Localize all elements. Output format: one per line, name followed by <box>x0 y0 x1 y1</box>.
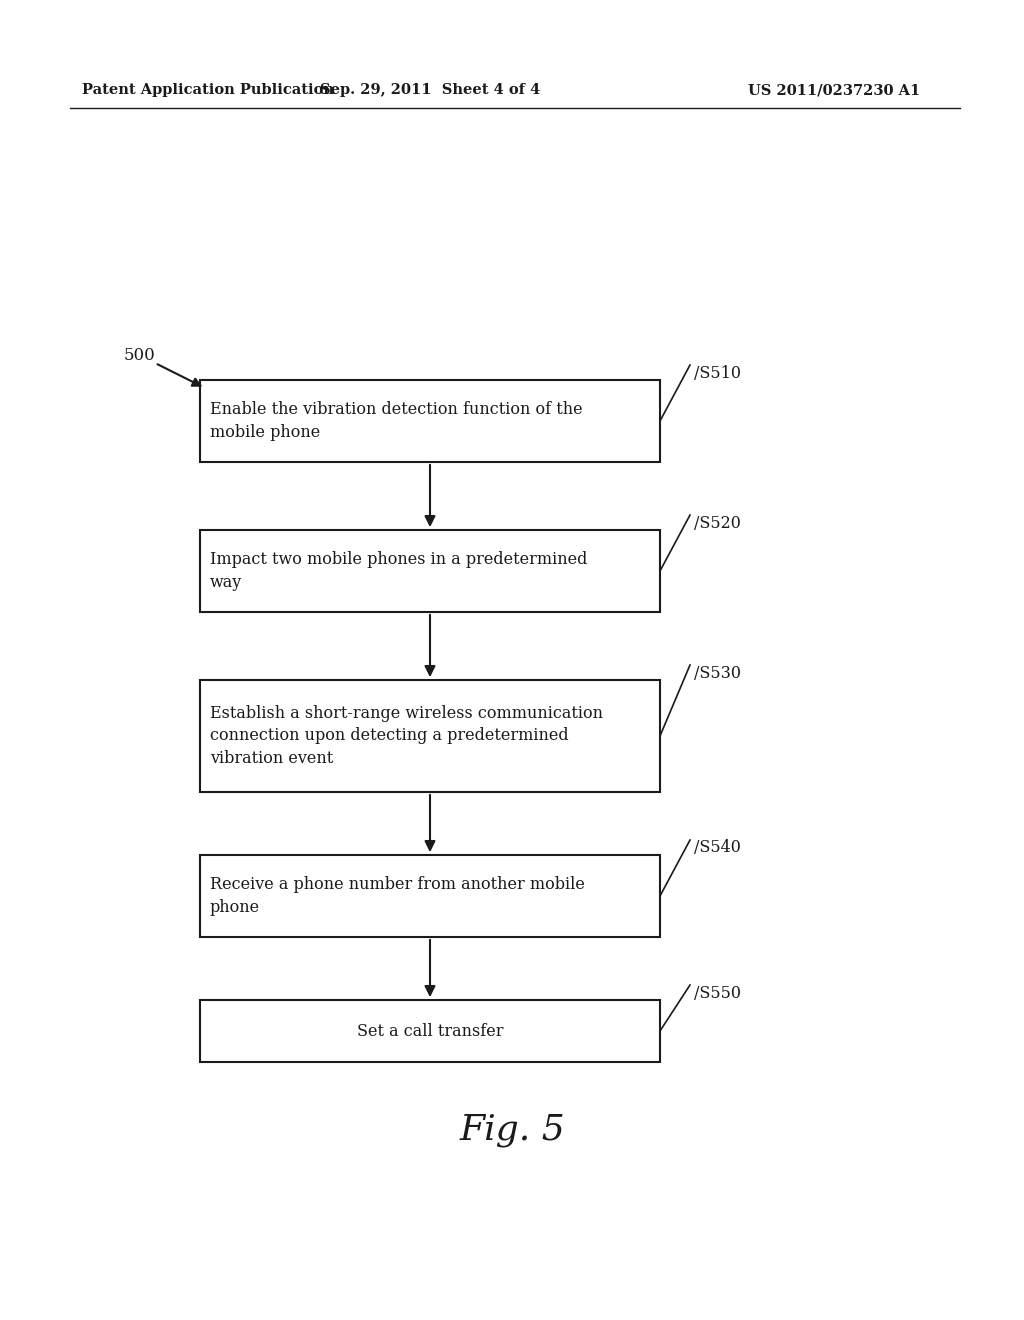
Text: /S540: /S540 <box>694 840 741 857</box>
Bar <box>200 531 660 612</box>
Text: Receive a phone number from another mobile
phone: Receive a phone number from another mobi… <box>210 876 585 916</box>
Text: Enable the vibration detection function of the
mobile phone: Enable the vibration detection function … <box>210 401 583 441</box>
Text: /S520: /S520 <box>694 515 741 532</box>
Bar <box>200 855 660 937</box>
Text: Patent Application Publication: Patent Application Publication <box>82 83 334 96</box>
Text: Set a call transfer: Set a call transfer <box>356 1023 503 1040</box>
Text: /S550: /S550 <box>694 985 741 1002</box>
Bar <box>200 380 660 462</box>
Text: Establish a short-range wireless communication
connection upon detecting a prede: Establish a short-range wireless communi… <box>210 705 603 767</box>
Bar <box>200 680 660 792</box>
Text: /S510: /S510 <box>694 364 741 381</box>
Bar <box>200 1001 660 1063</box>
Text: US 2011/0237230 A1: US 2011/0237230 A1 <box>748 83 920 96</box>
Text: Impact two mobile phones in a predetermined
way: Impact two mobile phones in a predetermi… <box>210 552 588 590</box>
Text: Sep. 29, 2011  Sheet 4 of 4: Sep. 29, 2011 Sheet 4 of 4 <box>319 83 541 96</box>
Text: 500: 500 <box>123 346 155 363</box>
Text: /S530: /S530 <box>694 664 741 681</box>
Text: Fig. 5: Fig. 5 <box>459 1113 565 1147</box>
